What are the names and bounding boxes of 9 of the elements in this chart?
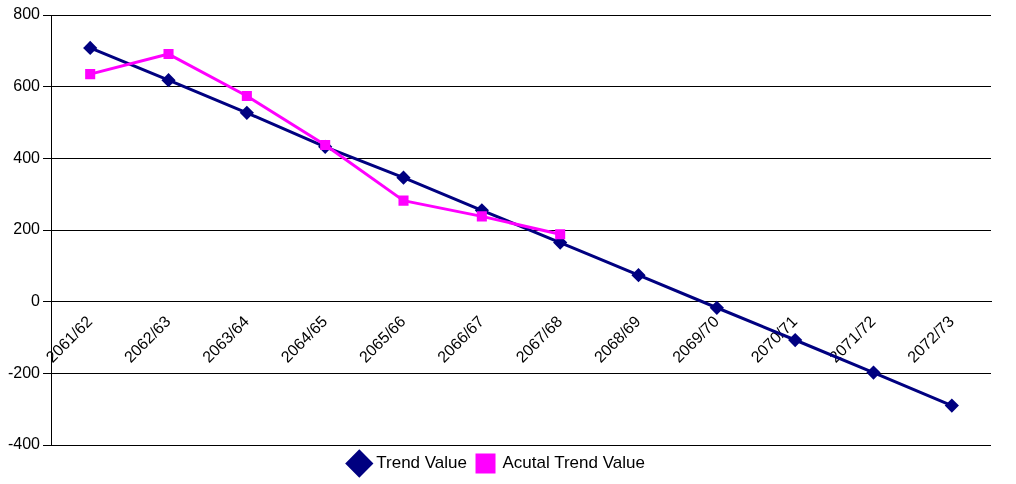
y-tick-label: 800 xyxy=(13,5,41,23)
legend-label: Trend Value xyxy=(376,453,468,473)
y-tick-label: 400 xyxy=(13,148,41,166)
y-tick-label: 600 xyxy=(13,77,41,95)
y-tick-label: 200 xyxy=(13,220,41,238)
y-tick-label: 0 xyxy=(31,292,41,310)
y-tick-label: -400 xyxy=(7,435,41,453)
legend-label: Acutal Trend Value xyxy=(502,453,645,473)
y-tick-label: -200 xyxy=(7,363,41,381)
